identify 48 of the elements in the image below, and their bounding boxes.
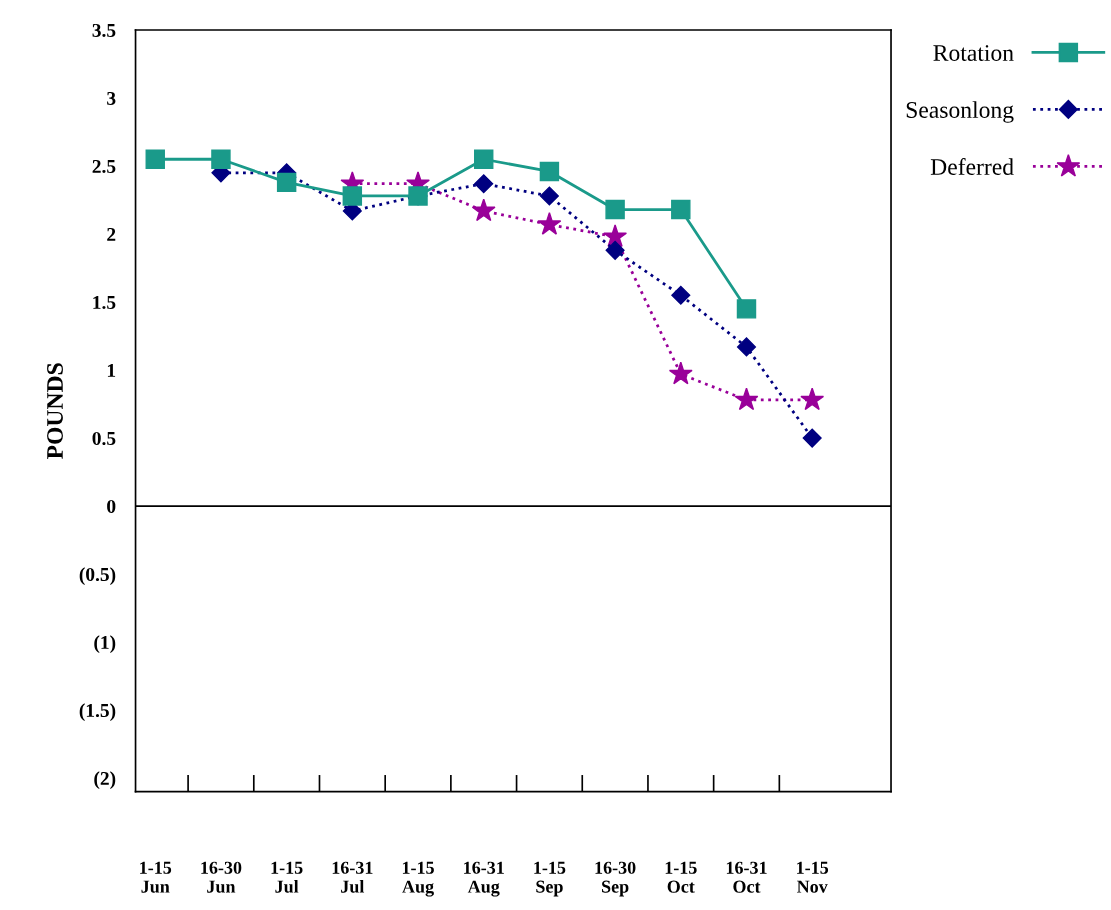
y-tick-label: 2.5 [92, 159, 116, 174]
x-tick-label: 16-30 Jun [201, 861, 242, 893]
x-tick-label: 16-31 Oct [726, 861, 767, 893]
point [539, 186, 559, 206]
x-tick-label: 1-15 Aug [402, 861, 434, 897]
point [539, 161, 560, 182]
point [473, 149, 494, 169]
x-tick-label: 1-15 Jun [140, 861, 172, 893]
point [734, 387, 759, 411]
y-tick-label: (1) [94, 635, 116, 653]
point [605, 240, 625, 260]
point [605, 199, 625, 220]
point [342, 186, 363, 206]
y-tick-label: (1.5) [79, 703, 116, 721]
y-tick-label: 1 [107, 363, 116, 377]
point [474, 174, 494, 194]
legend-label: Deferred [930, 158, 1014, 175]
legend-label: Seasonlong [906, 101, 1014, 123]
x-tick-label: 1-15 Nov [796, 861, 829, 893]
x-tick-label: 1-15 Jul [271, 861, 303, 893]
y-tick-label: 3.5 [92, 23, 116, 38]
point [671, 199, 691, 220]
point [800, 387, 825, 411]
x-tick-label: 16-31 Jul [332, 861, 373, 893]
point [802, 428, 822, 448]
x-tick-label: 16-31 Aug [464, 861, 504, 897]
y-tick-label: (2) [94, 771, 116, 789]
y-tick-label: 0.5 [92, 431, 116, 446]
point [276, 172, 297, 193]
point [211, 149, 231, 169]
point [736, 337, 757, 357]
point [603, 224, 628, 248]
y-tick-label: 2 [107, 227, 116, 241]
point [736, 299, 757, 319]
x-tick-label: 16-30 Sep [595, 861, 636, 897]
y-tick-label: (0.5) [79, 567, 116, 585]
point [671, 285, 691, 305]
point [471, 198, 496, 222]
legend-label: Rotation [933, 45, 1014, 61]
point [145, 149, 165, 169]
point [537, 212, 562, 235]
x-tick-label: 1-15 Sep [534, 861, 566, 897]
y-tick-label: 0 [107, 499, 116, 514]
y-axis-title: POUNDS [47, 363, 63, 459]
y-tick-label: 1.5 [93, 295, 116, 310]
y-tick-label: 3 [107, 91, 116, 105]
x-tick-label: 1-15 Oct [665, 861, 697, 893]
point [668, 361, 693, 385]
